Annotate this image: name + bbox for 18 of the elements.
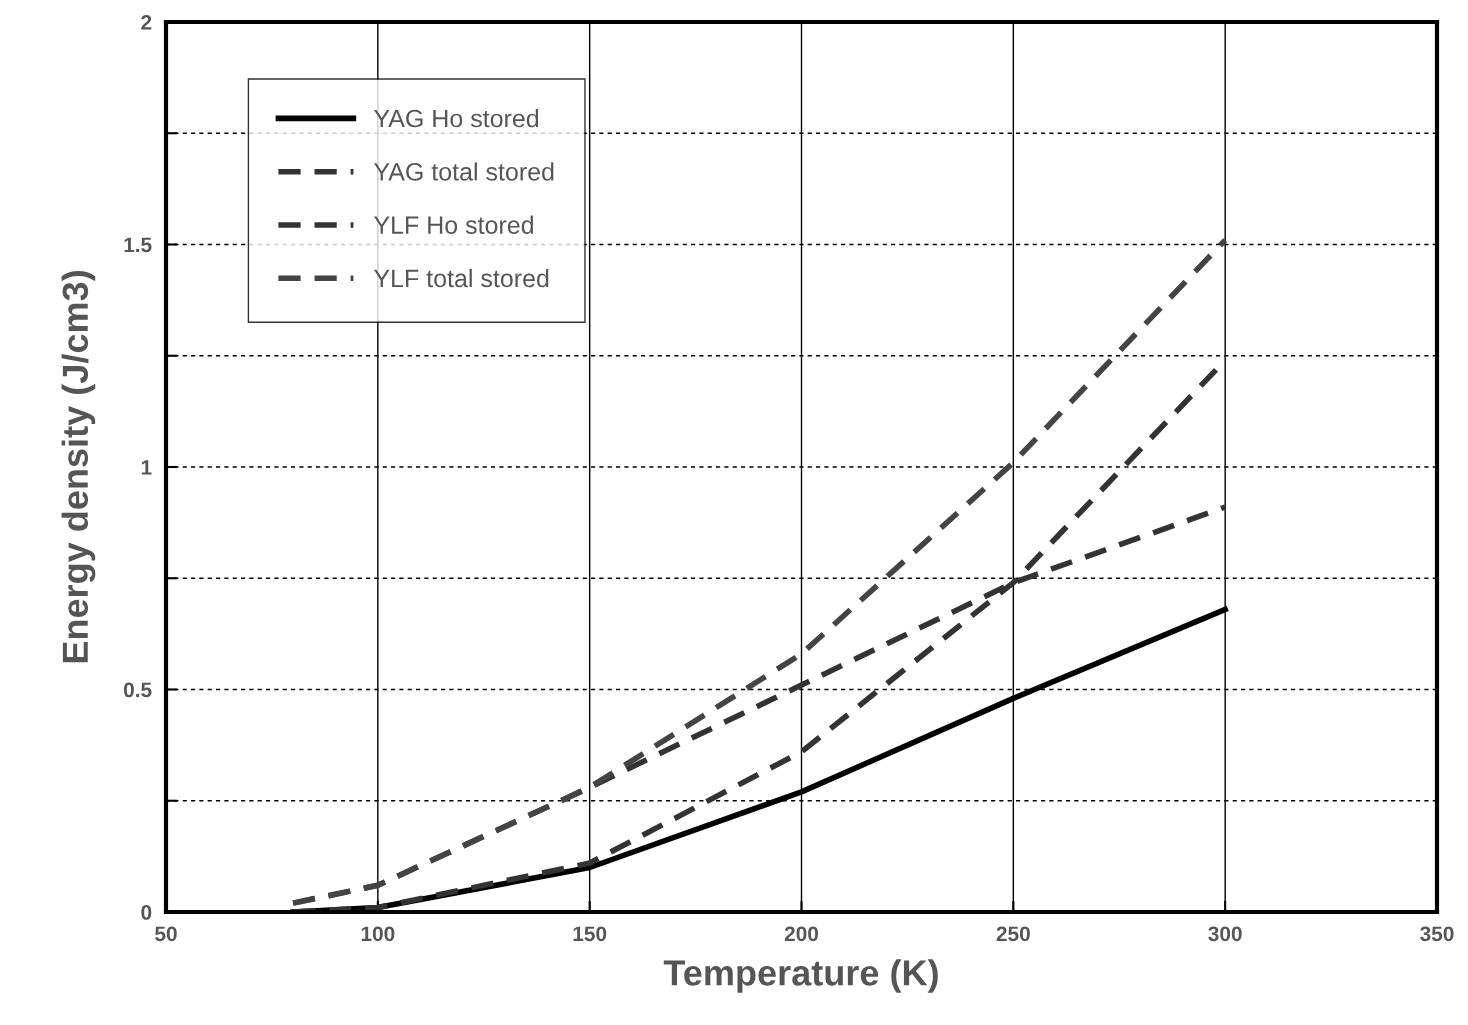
- x-tick-label: 350: [1420, 926, 1454, 942]
- y-tick-label: 2: [141, 15, 152, 30]
- x-tick-label: 50: [155, 926, 177, 942]
- y-tick-label: 1: [141, 460, 152, 475]
- x-axis-title: Temperature (K): [663, 959, 938, 993]
- legend-label: YLF total stored: [373, 268, 549, 288]
- x-tick-label: 150: [573, 926, 607, 942]
- x-tick-label: 300: [1208, 926, 1242, 942]
- x-tick-label: 250: [996, 926, 1030, 942]
- y-tick-label: 0: [141, 905, 152, 920]
- y-tick-label: 1.5: [124, 237, 152, 253]
- legend-label: YAG Ho stored: [373, 109, 539, 128]
- legend-label: YAG total stored: [373, 162, 554, 181]
- legend-label: YLF Ho stored: [373, 215, 533, 234]
- y-axis-title: Energy density (J/cm3): [61, 271, 96, 663]
- x-tick-label: 100: [361, 926, 395, 942]
- x-tick-label: 200: [784, 926, 819, 942]
- y-tick-label: 0.5: [123, 682, 152, 698]
